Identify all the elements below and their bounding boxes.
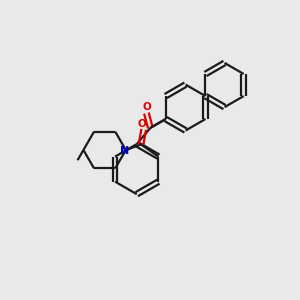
Text: O: O — [138, 118, 147, 128]
Text: O: O — [142, 102, 151, 112]
Text: N: N — [120, 146, 129, 156]
